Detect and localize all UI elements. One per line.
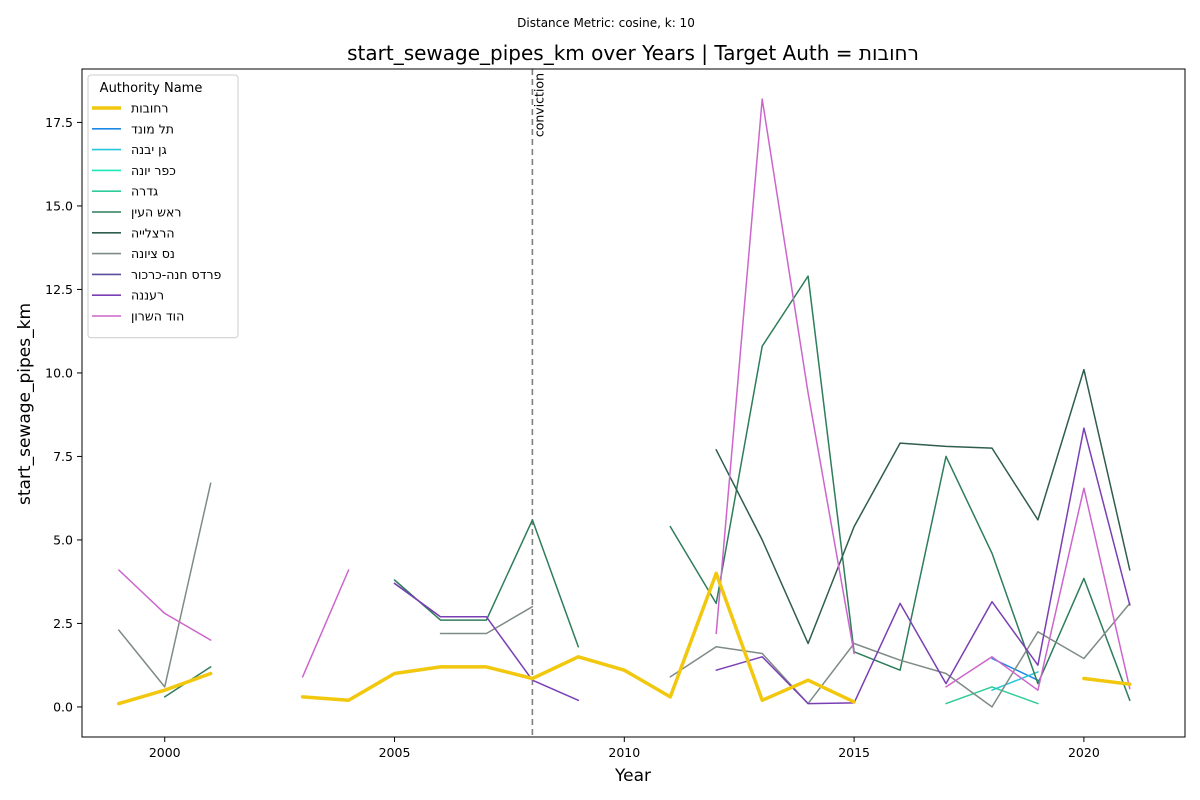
series-0-line [117,671,213,706]
series-5-line [669,275,1131,702]
legend-title: Authority Name [100,81,203,96]
plot-area: 2000 2005 2010 2015 2020 0.0 2.5 5.0 7.5 10.0 12.5… [45,68,1186,760]
x-tick-label: 2000 [149,745,181,760]
chart-suptitle: Distance Metric: cosine, k: 10 [517,16,695,30]
series-2-line [991,671,1039,691]
y-tick-label: 0.0 [53,699,73,714]
series-7-line [669,602,1131,708]
y-tick-label: 10.0 [45,365,73,380]
series-7-line [439,605,534,635]
x-tick-label: 2005 [379,745,411,760]
series-0-line [300,571,856,704]
series-4-line [945,686,1039,705]
y-axis-label: start_sewage_pipes_km [15,303,35,505]
y-tick-label: 5.0 [53,532,73,547]
legend-entry-7: נס ציונה [131,246,175,261]
y-tick-label: 15.0 [45,198,73,213]
legend-entry-8: פרדס חנה-כרכור [131,267,222,282]
x-tick-label: 2010 [608,745,640,760]
series-7-line [118,482,212,688]
series-5-line [393,519,580,648]
legend-entry-4: גדרה [131,184,158,199]
legend-entry-10: הוד השרון [131,309,184,324]
legend-entry-2: גן יבנה [131,142,167,157]
plot-frame [81,68,1186,738]
series-9-line [393,582,580,702]
series-10-line [945,487,1131,691]
legend-entry-0: רחובות [131,101,168,116]
series-0-line [1082,676,1132,686]
legend-entry-6: הרצלייה [131,225,175,240]
y-tick-label: 17.5 [45,115,73,130]
series-10-line [301,569,350,678]
legend: Authority Name רחובות תל מונד גן יבנה כפר יו… [87,74,239,339]
series-10-line [715,98,855,655]
legend-entry-9: רעננה [131,288,164,303]
y-tick-label: 12.5 [45,282,73,297]
series-10-line [118,569,212,641]
chart-title: start_sewage_pipes_km over Years | Targe… [347,41,919,65]
x-tick-label: 2015 [838,745,870,760]
legend-entry-1: תל מונד [131,121,174,136]
legend-entry-5: ראש העין [131,205,181,220]
legend-box [87,74,239,339]
x-tick-label: 2020 [1068,745,1100,760]
x-axis-label: Year [614,766,651,786]
series-9-line [715,427,1131,705]
series-6-line [715,368,1131,645]
y-tick-label: 7.5 [53,449,73,464]
conviction-label: conviction [531,73,546,137]
y-tick-label: 2.5 [53,616,73,631]
legend-entry-3: כפר יונה [131,163,176,178]
